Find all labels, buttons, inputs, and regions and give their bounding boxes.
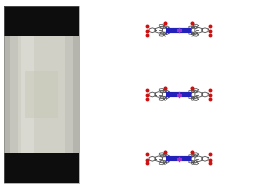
Bar <box>4 153 79 183</box>
Bar <box>20 36 34 153</box>
Bar <box>25 71 58 118</box>
Bar <box>4 6 79 36</box>
Bar <box>18 36 65 153</box>
Bar <box>4 36 79 153</box>
Bar <box>4 6 79 183</box>
Bar <box>10 36 73 153</box>
